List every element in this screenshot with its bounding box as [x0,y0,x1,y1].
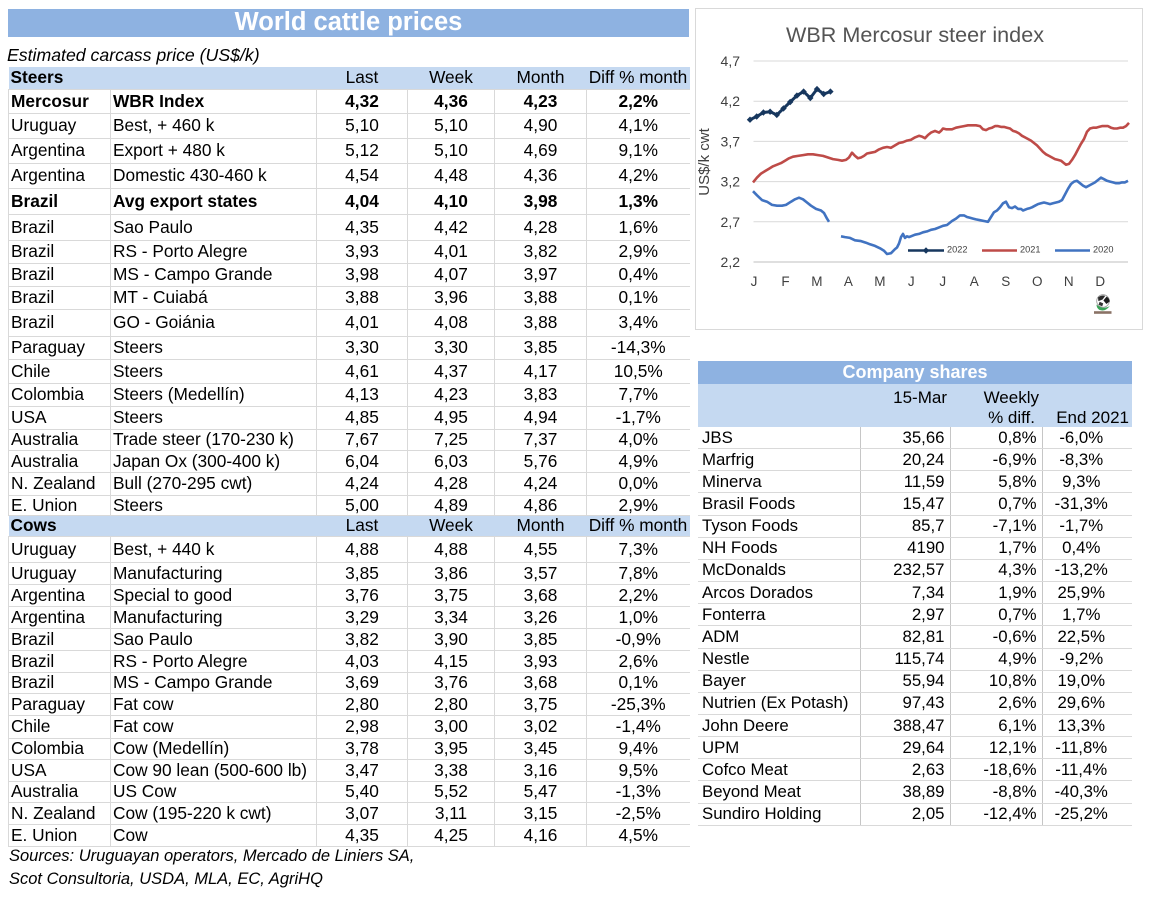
svg-text:J: J [908,274,915,289]
svg-text:N: N [1064,274,1074,289]
svg-text:WBR Mercosur steer index: WBR Mercosur steer index [786,22,1044,47]
svg-text:2022: 2022 [947,245,967,255]
svg-text:2020: 2020 [1093,245,1113,255]
svg-text:S: S [1001,274,1010,289]
svg-text:A: A [844,274,853,289]
svg-text:O: O [1032,274,1043,289]
svg-text:4,7: 4,7 [721,53,741,69]
svg-text:3,2: 3,2 [721,174,741,190]
svg-text:2,7: 2,7 [721,214,741,230]
svg-text:J: J [751,274,758,289]
svg-text:D: D [1095,274,1105,289]
svg-text:2,2: 2,2 [721,254,741,270]
svg-text:F: F [781,274,789,289]
svg-text:2021: 2021 [1020,245,1040,255]
svg-text:3,7: 3,7 [721,133,741,149]
svg-text:4,2: 4,2 [721,93,741,109]
svg-text:J: J [939,274,946,289]
svg-text:US$/k cwt: US$/k cwt [696,127,713,195]
svg-text:M: M [874,274,885,289]
svg-text:A: A [970,274,979,289]
svg-text:M: M [811,274,822,289]
